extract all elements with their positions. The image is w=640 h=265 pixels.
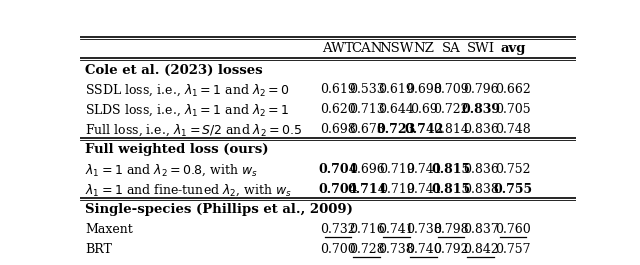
Text: 0.815: 0.815 (431, 164, 470, 176)
Text: 0.723: 0.723 (377, 123, 416, 136)
Text: SSDL loss, i.e., $\lambda_1 = 1$ and $\lambda_2 = 0$: SSDL loss, i.e., $\lambda_1 = 1$ and $\l… (85, 82, 290, 98)
Text: NZ: NZ (413, 42, 434, 55)
Text: 0.740: 0.740 (406, 244, 442, 257)
Text: 0.69: 0.69 (410, 103, 438, 116)
Text: 0.837: 0.837 (463, 223, 499, 236)
Text: 0.732: 0.732 (320, 223, 356, 236)
Text: 0.796: 0.796 (463, 83, 499, 96)
Text: 0.716: 0.716 (349, 223, 385, 236)
Text: 0.741: 0.741 (406, 183, 442, 196)
Text: Single-species (Phillips et al., 2009): Single-species (Phillips et al., 2009) (85, 204, 353, 217)
Text: 0.755: 0.755 (493, 183, 532, 196)
Text: 0.760: 0.760 (495, 223, 531, 236)
Text: 0.792: 0.792 (433, 244, 468, 257)
Text: Full loss, i.e., $\lambda_1 = S/2$ and $\lambda_2 = 0.5$: Full loss, i.e., $\lambda_1 = S/2$ and $… (85, 122, 303, 138)
Text: BRT: BRT (85, 244, 112, 257)
Text: 0.838: 0.838 (463, 183, 499, 196)
Text: 0.814: 0.814 (433, 123, 469, 136)
Text: 0.738: 0.738 (406, 223, 442, 236)
Text: 0.798: 0.798 (433, 223, 469, 236)
Text: 0.620: 0.620 (320, 103, 356, 116)
Text: 0.673: 0.673 (349, 123, 385, 136)
Text: Full weighted loss (ours): Full weighted loss (ours) (85, 143, 268, 156)
Text: 0.619: 0.619 (320, 83, 356, 96)
Text: 0.728: 0.728 (349, 244, 385, 257)
Text: $\lambda_1 = 1$ and $\lambda_2 = 0.8$, with $w_s$: $\lambda_1 = 1$ and $\lambda_2 = 0.8$, w… (85, 162, 258, 178)
Text: 0.836: 0.836 (463, 164, 499, 176)
Text: 0.709: 0.709 (433, 83, 469, 96)
Text: 0.698: 0.698 (406, 83, 442, 96)
Text: 0.644: 0.644 (378, 103, 414, 116)
Text: 0.705: 0.705 (495, 103, 531, 116)
Text: 0.704: 0.704 (318, 164, 358, 176)
Text: 0.836: 0.836 (463, 123, 499, 136)
Text: 0.713: 0.713 (349, 103, 385, 116)
Text: 0.719: 0.719 (379, 164, 414, 176)
Text: 0.662: 0.662 (495, 83, 531, 96)
Text: 0.815: 0.815 (431, 183, 470, 196)
Text: 0.738: 0.738 (379, 244, 414, 257)
Text: 0.714: 0.714 (347, 183, 387, 196)
Text: 0.533: 0.533 (349, 83, 385, 96)
Text: 0.619: 0.619 (379, 83, 414, 96)
Text: SLDS loss, i.e., $\lambda_1 = 1$ and $\lambda_2 = 1$: SLDS loss, i.e., $\lambda_1 = 1$ and $\l… (85, 102, 289, 118)
Text: Maxent: Maxent (85, 223, 132, 236)
Text: SA: SA (442, 42, 460, 55)
Text: Cole et al. (2023) losses: Cole et al. (2023) losses (85, 63, 262, 77)
Text: 0.748: 0.748 (495, 123, 531, 136)
Text: 0.742: 0.742 (404, 123, 444, 136)
Text: AWT: AWT (322, 42, 354, 55)
Text: CAN: CAN (351, 42, 382, 55)
Text: $\lambda_1 = 1$ and fine-tuned $\lambda_2$, with $w_s$: $\lambda_1 = 1$ and fine-tuned $\lambda_… (85, 182, 292, 198)
Text: NSW: NSW (380, 42, 413, 55)
Text: 0.696: 0.696 (349, 164, 385, 176)
Text: SWI: SWI (467, 42, 495, 55)
Text: 0.839: 0.839 (461, 103, 500, 116)
Text: 0.722: 0.722 (433, 103, 468, 116)
Text: 0.700: 0.700 (320, 244, 356, 257)
Text: 0.704: 0.704 (318, 183, 358, 196)
Text: 0.698: 0.698 (320, 123, 356, 136)
Text: 0.752: 0.752 (495, 164, 531, 176)
Text: 0.741: 0.741 (406, 164, 442, 176)
Text: 0.757: 0.757 (495, 244, 531, 257)
Text: 0.741: 0.741 (379, 223, 414, 236)
Text: 0.842: 0.842 (463, 244, 499, 257)
Text: avg: avg (500, 42, 525, 55)
Text: 0.719: 0.719 (379, 183, 414, 196)
